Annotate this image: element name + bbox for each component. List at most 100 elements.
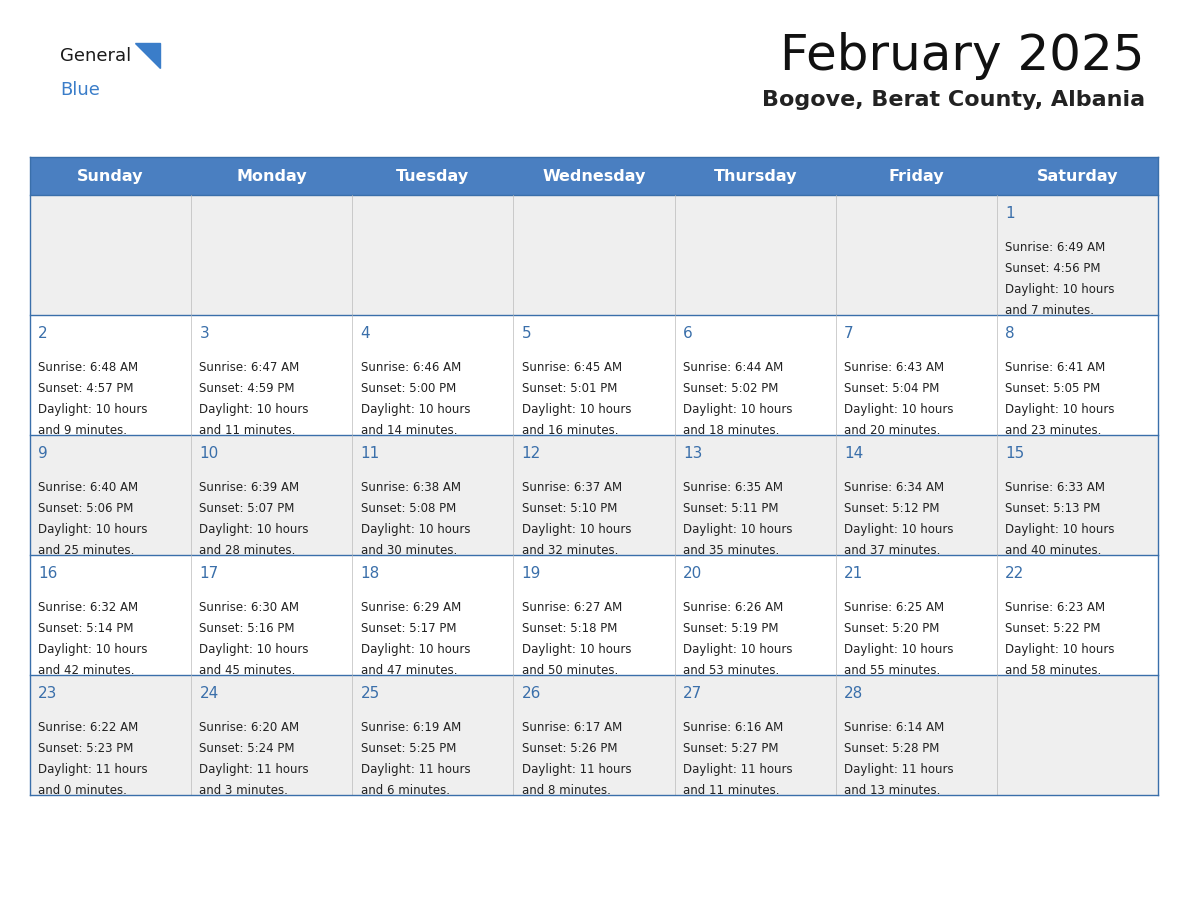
Text: Sunrise: 6:20 AM: Sunrise: 6:20 AM — [200, 721, 299, 733]
Text: 6: 6 — [683, 326, 693, 341]
Text: Sunset: 4:56 PM: Sunset: 4:56 PM — [1005, 262, 1100, 274]
Text: 3: 3 — [200, 326, 209, 341]
Text: Sunset: 5:25 PM: Sunset: 5:25 PM — [361, 742, 456, 755]
Text: 2: 2 — [38, 326, 48, 341]
Text: and 58 minutes.: and 58 minutes. — [1005, 664, 1101, 677]
Text: and 8 minutes.: and 8 minutes. — [522, 784, 611, 797]
Text: Daylight: 10 hours: Daylight: 10 hours — [1005, 403, 1114, 416]
Text: 17: 17 — [200, 566, 219, 581]
Text: Daylight: 10 hours: Daylight: 10 hours — [200, 643, 309, 655]
Text: Sunrise: 6:40 AM: Sunrise: 6:40 AM — [38, 481, 139, 494]
Text: Sunrise: 6:45 AM: Sunrise: 6:45 AM — [522, 361, 621, 374]
Text: Sunset: 5:26 PM: Sunset: 5:26 PM — [522, 742, 618, 755]
Text: Sunset: 5:04 PM: Sunset: 5:04 PM — [843, 382, 940, 395]
Text: Daylight: 10 hours: Daylight: 10 hours — [522, 643, 631, 655]
Text: Blue: Blue — [61, 81, 100, 99]
Text: Sunrise: 6:38 AM: Sunrise: 6:38 AM — [361, 481, 461, 494]
Text: Sunrise: 6:27 AM: Sunrise: 6:27 AM — [522, 601, 623, 614]
Text: and 30 minutes.: and 30 minutes. — [361, 543, 457, 557]
Text: Daylight: 10 hours: Daylight: 10 hours — [843, 403, 954, 416]
Text: and 40 minutes.: and 40 minutes. — [1005, 543, 1101, 557]
Bar — [30, 315, 1158, 435]
Text: Sunset: 5:19 PM: Sunset: 5:19 PM — [683, 621, 778, 635]
Text: 21: 21 — [843, 566, 864, 581]
Text: and 11 minutes.: and 11 minutes. — [200, 424, 296, 437]
Text: and 47 minutes.: and 47 minutes. — [361, 664, 457, 677]
Text: Sunset: 5:22 PM: Sunset: 5:22 PM — [1005, 621, 1100, 635]
Text: Sunset: 5:13 PM: Sunset: 5:13 PM — [1005, 502, 1100, 515]
Text: Daylight: 10 hours: Daylight: 10 hours — [200, 523, 309, 536]
Text: Sunday: Sunday — [77, 169, 144, 184]
Bar — [30, 157, 1158, 195]
Text: Daylight: 10 hours: Daylight: 10 hours — [361, 403, 470, 416]
Text: 19: 19 — [522, 566, 541, 581]
Text: Daylight: 10 hours: Daylight: 10 hours — [683, 643, 792, 655]
Text: 15: 15 — [1005, 446, 1024, 461]
Text: Sunrise: 6:35 AM: Sunrise: 6:35 AM — [683, 481, 783, 494]
Text: Sunrise: 6:33 AM: Sunrise: 6:33 AM — [1005, 481, 1105, 494]
Text: 8: 8 — [1005, 326, 1015, 341]
Text: Saturday: Saturday — [1037, 169, 1118, 184]
Text: Sunset: 5:12 PM: Sunset: 5:12 PM — [843, 502, 940, 515]
Text: Daylight: 11 hours: Daylight: 11 hours — [683, 763, 792, 776]
Text: Sunrise: 6:39 AM: Sunrise: 6:39 AM — [200, 481, 299, 494]
Bar — [30, 555, 1158, 675]
Text: 9: 9 — [38, 446, 48, 461]
Text: and 7 minutes.: and 7 minutes. — [1005, 304, 1094, 317]
Text: Sunset: 5:27 PM: Sunset: 5:27 PM — [683, 742, 778, 755]
Bar — [30, 675, 1158, 795]
Text: and 20 minutes.: and 20 minutes. — [843, 424, 941, 437]
Text: 12: 12 — [522, 446, 541, 461]
Text: 16: 16 — [38, 566, 58, 581]
Text: and 13 minutes.: and 13 minutes. — [843, 784, 941, 797]
Text: and 28 minutes.: and 28 minutes. — [200, 543, 296, 557]
Text: Sunrise: 6:49 AM: Sunrise: 6:49 AM — [1005, 241, 1105, 254]
Text: Daylight: 11 hours: Daylight: 11 hours — [843, 763, 954, 776]
Text: 18: 18 — [361, 566, 380, 581]
Text: and 50 minutes.: and 50 minutes. — [522, 664, 618, 677]
Text: and 37 minutes.: and 37 minutes. — [843, 543, 941, 557]
Text: Sunset: 5:17 PM: Sunset: 5:17 PM — [361, 621, 456, 635]
Text: 4: 4 — [361, 326, 371, 341]
Text: and 11 minutes.: and 11 minutes. — [683, 784, 779, 797]
Bar — [30, 195, 1158, 315]
Text: Daylight: 10 hours: Daylight: 10 hours — [1005, 523, 1114, 536]
Text: Daylight: 10 hours: Daylight: 10 hours — [200, 403, 309, 416]
Text: Thursday: Thursday — [713, 169, 797, 184]
Text: Sunrise: 6:26 AM: Sunrise: 6:26 AM — [683, 601, 783, 614]
Text: Sunset: 5:24 PM: Sunset: 5:24 PM — [200, 742, 295, 755]
Text: and 14 minutes.: and 14 minutes. — [361, 424, 457, 437]
Text: 7: 7 — [843, 326, 854, 341]
Text: Sunrise: 6:48 AM: Sunrise: 6:48 AM — [38, 361, 139, 374]
Text: Sunset: 5:00 PM: Sunset: 5:00 PM — [361, 382, 456, 395]
Text: and 6 minutes.: and 6 minutes. — [361, 784, 449, 797]
Text: Sunset: 5:10 PM: Sunset: 5:10 PM — [522, 502, 617, 515]
Text: Daylight: 10 hours: Daylight: 10 hours — [361, 643, 470, 655]
Text: Daylight: 10 hours: Daylight: 10 hours — [38, 643, 147, 655]
Polygon shape — [135, 43, 160, 68]
Text: Sunrise: 6:46 AM: Sunrise: 6:46 AM — [361, 361, 461, 374]
Text: Daylight: 11 hours: Daylight: 11 hours — [200, 763, 309, 776]
Text: Daylight: 10 hours: Daylight: 10 hours — [683, 523, 792, 536]
Text: and 25 minutes.: and 25 minutes. — [38, 543, 134, 557]
Text: Sunrise: 6:29 AM: Sunrise: 6:29 AM — [361, 601, 461, 614]
Text: and 35 minutes.: and 35 minutes. — [683, 543, 779, 557]
Text: 23: 23 — [38, 686, 58, 701]
Text: Sunset: 5:20 PM: Sunset: 5:20 PM — [843, 621, 940, 635]
Text: Sunset: 5:01 PM: Sunset: 5:01 PM — [522, 382, 617, 395]
Text: 20: 20 — [683, 566, 702, 581]
Text: and 18 minutes.: and 18 minutes. — [683, 424, 779, 437]
Text: and 55 minutes.: and 55 minutes. — [843, 664, 940, 677]
Text: 28: 28 — [843, 686, 864, 701]
Text: Sunrise: 6:22 AM: Sunrise: 6:22 AM — [38, 721, 139, 733]
Text: Daylight: 10 hours: Daylight: 10 hours — [1005, 643, 1114, 655]
Text: and 3 minutes.: and 3 minutes. — [200, 784, 289, 797]
Text: Friday: Friday — [889, 169, 944, 184]
Text: Sunset: 5:18 PM: Sunset: 5:18 PM — [522, 621, 617, 635]
Text: Daylight: 10 hours: Daylight: 10 hours — [522, 403, 631, 416]
Text: 10: 10 — [200, 446, 219, 461]
Text: and 23 minutes.: and 23 minutes. — [1005, 424, 1101, 437]
Text: 11: 11 — [361, 446, 380, 461]
Bar — [30, 435, 1158, 555]
Text: Sunrise: 6:14 AM: Sunrise: 6:14 AM — [843, 721, 944, 733]
